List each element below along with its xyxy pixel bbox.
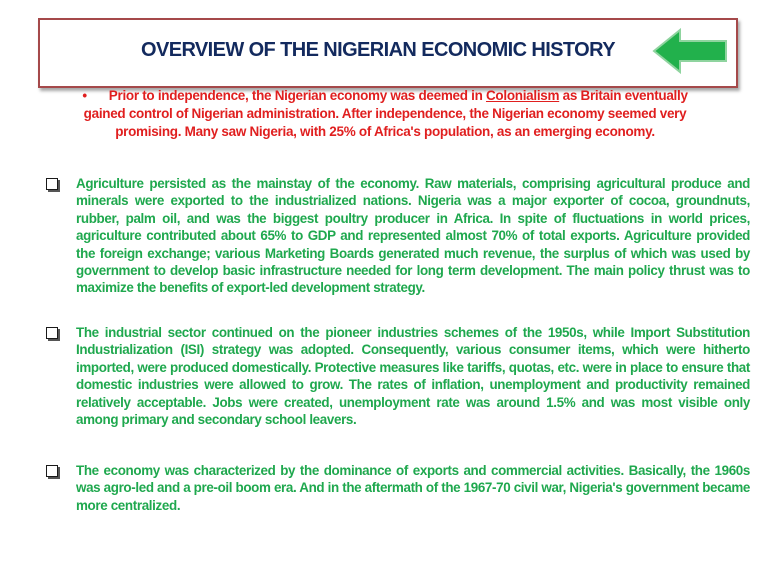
bullet: • (82, 88, 87, 103)
checkbox-bullet-icon (46, 327, 58, 339)
intro-text-rest: as Britain eventually gained control of … (83, 88, 688, 139)
colonialism-link[interactable]: Colonialism (485, 88, 560, 103)
paragraph-text: The economy was characterized by the dom… (76, 463, 750, 513)
paragraph-text: The industrial sector continued on the p… (76, 325, 750, 428)
paragraph-exports: The economy was characterized by the dom… (46, 462, 750, 514)
paragraph-industry: The industrial sector continued on the p… (46, 324, 750, 428)
paragraph-agriculture: Agriculture persisted as the mainstay of… (46, 175, 750, 297)
title-box: OVERVIEW OF THE NIGERIAN ECONOMIC HISTOR… (38, 18, 738, 88)
intro-text: Prior to independence, the Nigerian econ… (108, 88, 486, 103)
slide-title: OVERVIEW OF THE NIGERIAN ECONOMIC HISTOR… (141, 39, 616, 61)
checkbox-bullet-icon (46, 465, 58, 477)
paragraph-text: Agriculture persisted as the mainstay of… (76, 176, 750, 296)
checkbox-bullet-icon (46, 178, 58, 190)
intro-paragraph: • Prior to independence, the Nigerian eco… (70, 87, 700, 141)
left-arrow-icon[interactable] (652, 28, 728, 74)
